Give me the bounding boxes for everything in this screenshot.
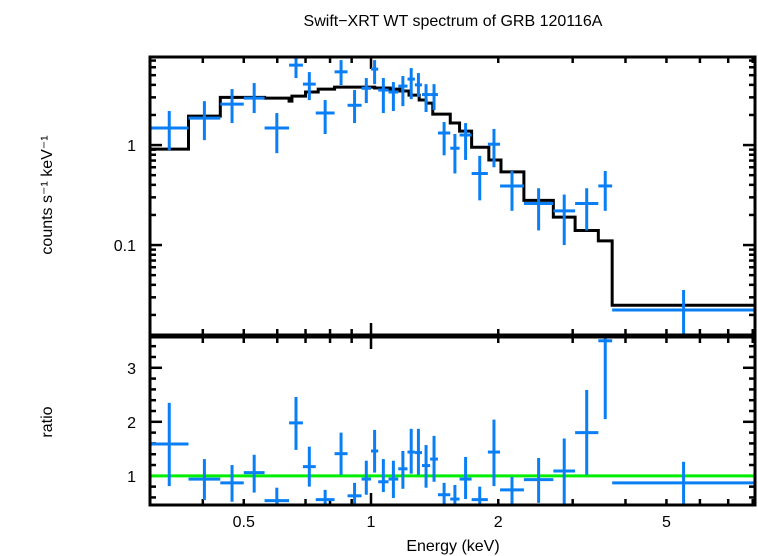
- data-point: [378, 78, 389, 114]
- data-point: [243, 83, 265, 114]
- ratio-point: [450, 485, 460, 505]
- x-tick-labels: 0.5 1 2 5: [233, 514, 671, 531]
- data-point: [500, 171, 524, 211]
- ratio-point: [523, 458, 554, 503]
- data-point: [150, 111, 189, 151]
- ratio-point: [421, 445, 431, 488]
- data-point: [334, 60, 348, 86]
- data-point: [398, 76, 408, 107]
- y-tick-label: 2: [127, 415, 136, 432]
- x-tick-label: 0.5: [233, 514, 255, 531]
- y-tick-label: 1: [127, 138, 136, 155]
- x-tick-label: 1: [367, 514, 376, 531]
- ratio-point: [500, 476, 524, 505]
- data-point: [471, 155, 488, 201]
- model-curve: [150, 85, 755, 307]
- x-tick-label: 2: [494, 514, 503, 531]
- ratio-point: [371, 429, 379, 473]
- data-point: [388, 82, 399, 112]
- ratio-point: [315, 489, 335, 505]
- data-point: [459, 123, 472, 160]
- y-tick-label: 1: [127, 469, 136, 486]
- ratio-point: [243, 454, 265, 493]
- ratio-point: [553, 438, 576, 505]
- data-point: [407, 68, 415, 100]
- data-point: [575, 188, 599, 231]
- ratio-point: [407, 428, 415, 474]
- ratio-point: [598, 337, 613, 420]
- data-point: [347, 90, 362, 124]
- data-point: [430, 84, 438, 111]
- data-point: [302, 72, 316, 101]
- ratio-point: [378, 459, 389, 493]
- data-point: [315, 100, 335, 135]
- ratio-point: [487, 419, 501, 487]
- data-point: [421, 84, 431, 113]
- ratio-point: [388, 460, 399, 498]
- ratio-frame: [148, 335, 757, 507]
- spectrum-frame: [148, 55, 757, 337]
- y-tick-label: 3: [127, 361, 136, 378]
- spectrum-panel: 10.1 counts s⁻¹ keV⁻¹: [39, 57, 755, 335]
- ratio-point: [459, 456, 472, 500]
- data-point: [371, 60, 379, 85]
- spectrum-y-axis-label: counts s⁻¹ keV⁻¹: [39, 135, 56, 254]
- ratio-point: [414, 428, 422, 475]
- data-point: [487, 128, 501, 168]
- ratio-point: [430, 435, 438, 482]
- spectrum-y-tick-labels: 10.1: [114, 138, 136, 255]
- ratio-point: [347, 482, 362, 505]
- ratio-points: [150, 337, 755, 505]
- ratio-point: [220, 465, 244, 502]
- data-point: [553, 194, 576, 246]
- data-point: [612, 290, 755, 335]
- data-point: [361, 78, 372, 104]
- data-point: [289, 57, 303, 79]
- data-point: [437, 122, 451, 156]
- ratio-point: [289, 396, 303, 450]
- chart-title: Swift−XRT WT spectrum of GRB 120116A: [304, 13, 603, 30]
- ratio-point: [361, 460, 372, 495]
- ratio-panel: 1 2 3 0.5 1 2 5 ratio Energy (keV): [39, 337, 755, 555]
- data-point: [220, 89, 244, 124]
- ratio-point: [398, 450, 408, 489]
- ratio-y-tick-labels: 1 2 3: [127, 361, 136, 486]
- data-point: [598, 171, 613, 211]
- ratio-point: [334, 432, 348, 475]
- data-point: [414, 73, 422, 98]
- ratio-point: [575, 389, 599, 475]
- ratio-point: [302, 446, 316, 487]
- ratio-point: [188, 459, 221, 501]
- data-points: [150, 57, 755, 335]
- x-axis-label: Energy (keV): [406, 538, 499, 555]
- ratio-point: [437, 482, 451, 505]
- model-step-line: [150, 85, 755, 307]
- data-point: [523, 188, 554, 231]
- data-point: [450, 134, 460, 174]
- data-point: [264, 113, 290, 154]
- x-tick-label: 5: [662, 514, 671, 531]
- ratio-ticks: [148, 337, 755, 505]
- y-tick-label: 0.1: [114, 238, 136, 255]
- ratio-point: [471, 486, 488, 505]
- data-point: [188, 101, 221, 141]
- ratio-point: [264, 487, 290, 505]
- ratio-point: [150, 402, 189, 487]
- ratio-point: [612, 461, 755, 505]
- ratio-y-axis-label: ratio: [39, 406, 56, 437]
